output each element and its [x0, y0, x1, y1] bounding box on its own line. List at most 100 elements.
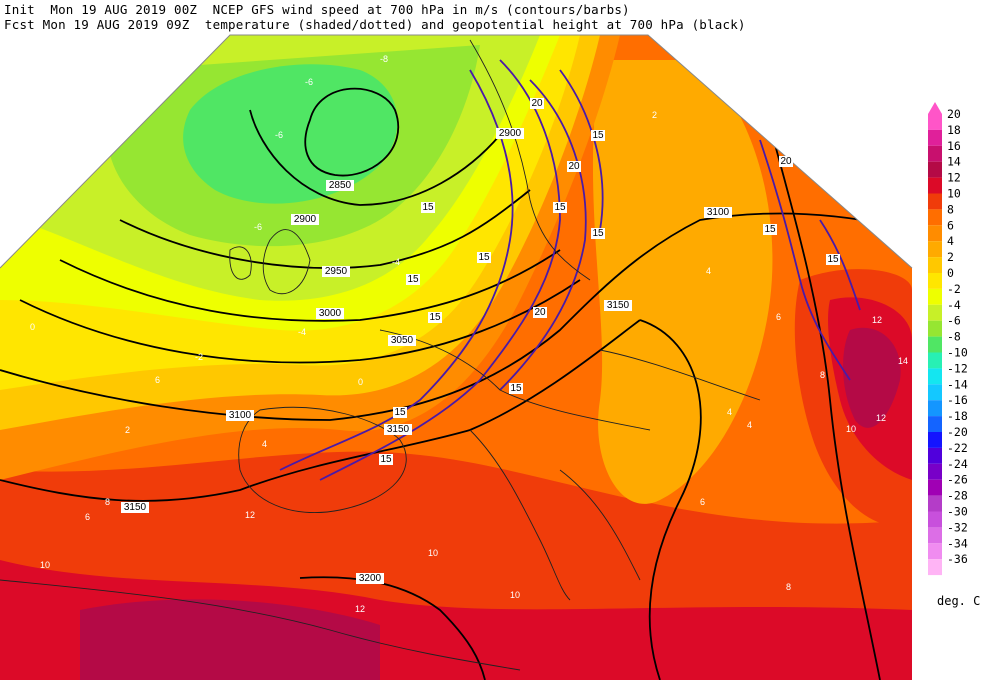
wind-contour-20-b [559, 69, 604, 231]
temp-label: 0 [358, 377, 363, 387]
height-label: 3200 [359, 573, 382, 584]
wind-label: 15 [592, 130, 604, 141]
colorbar-label: -6 [947, 314, 961, 328]
colorbar-box [928, 209, 942, 226]
colorbar-box [928, 495, 942, 512]
temp-label: 2 [652, 110, 657, 120]
temp-label: 14 [898, 356, 908, 366]
coast-north-africa [0, 579, 521, 671]
colorbar-box [928, 368, 942, 385]
temp-band-6 [592, 60, 773, 504]
temp-label: 12 [876, 413, 886, 423]
wind-label: 15 [407, 274, 419, 285]
coast-italy [469, 429, 571, 601]
colorbar-label: -24 [947, 457, 968, 471]
temp-label: 12 [872, 315, 882, 325]
temp-label: 0 [30, 322, 35, 332]
wind-label: 15 [592, 228, 604, 239]
temp-label: 6 [776, 312, 781, 322]
temp-label: 10 [40, 560, 50, 570]
colorbar-box [928, 432, 942, 448]
wind-label: 15 [429, 312, 441, 323]
colorbar-box [928, 288, 942, 305]
coastlines [0, 39, 761, 671]
weather-map: 2850 2900 2900 2950 3000 3050 3100 3100 … [0, 34, 913, 680]
height-contour-3150-far-east [759, 89, 881, 680]
colorbar-label: -12 [947, 361, 968, 375]
colorbar-box [928, 161, 942, 178]
colorbar-box [928, 479, 942, 496]
coast-britain [262, 229, 311, 295]
wind-label: 15 [827, 254, 839, 265]
border-central-europe [379, 329, 651, 431]
temp-label: 8 [105, 497, 110, 507]
height-label: 3100 [229, 410, 252, 421]
temp-label: -2 [195, 352, 203, 362]
temp-band-minus8 [183, 64, 398, 204]
colorbar-arrow-top [928, 102, 942, 114]
temp-label: -6 [275, 130, 283, 140]
colorbar-label: -18 [947, 409, 968, 423]
colorbar-box [928, 527, 942, 544]
colorbar-box [928, 257, 942, 273]
wind-label: 15 [394, 407, 406, 418]
wind-label: 15 [422, 202, 434, 213]
colorbar-box [928, 304, 942, 321]
temp-band-14-south [80, 599, 380, 680]
wind-label: 20 [568, 161, 580, 172]
height-contour-3150-east [639, 319, 702, 680]
wind-label: 15 [554, 202, 566, 213]
colorbar-label: -26 [947, 473, 968, 487]
coast-balkans [559, 469, 641, 581]
height-label: 3150 [607, 300, 630, 311]
colorbar-label: 20 [947, 107, 961, 121]
height-contour-2850 [304, 87, 400, 177]
temp-label: 6 [700, 497, 705, 507]
height-contour-3200 [299, 576, 486, 680]
temp-label: -8 [380, 54, 388, 64]
height-label: 2900 [294, 214, 317, 225]
colorbar-box [928, 177, 942, 194]
height-label: 2950 [325, 266, 348, 277]
temp-label: 2 [125, 425, 130, 435]
temp-band-14-east [843, 327, 901, 428]
temp-label: 4 [706, 266, 711, 276]
coast-ireland [229, 246, 252, 280]
height-contour-3050 [19, 279, 581, 364]
temp-label: 4 [747, 420, 752, 430]
temperature-label-layer: -6 -8 -6 -6 -4 -4 -2 0 0 2 4 6 6 8 10 10… [30, 54, 908, 614]
wind-contour-20-east [759, 139, 851, 381]
colorbar-box [928, 384, 942, 401]
colorbar-label: 14 [947, 155, 961, 169]
height-contour-3150 [0, 319, 641, 502]
temperature-colorbar: 20181614121086420-2-4-6-8-10-12-14-16-18… [928, 102, 968, 576]
height-label: 3150 [124, 502, 147, 513]
colorbar-label: 2 [947, 250, 954, 264]
colorbar-label: 18 [947, 123, 961, 137]
colorbar-label: 4 [947, 234, 954, 248]
colorbar-label: 16 [947, 139, 961, 153]
colorbar-label: 6 [947, 218, 954, 232]
colorbar-box [928, 320, 942, 337]
colorbar-label: 12 [947, 171, 961, 185]
temp-label: -4 [392, 257, 400, 267]
header-fcst-line: Fcst Mon 19 AUG 2019 09Z temperature (sh… [4, 17, 746, 32]
colorbar-label: -22 [947, 441, 968, 455]
colorbar-box [928, 225, 942, 242]
wind-label: 20 [780, 156, 792, 167]
header-init-line: Init Mon 19 AUG 2019 00Z NCEP GFS wind s… [4, 2, 630, 17]
temp-label: -4 [298, 327, 306, 337]
colorbar-label: 0 [947, 266, 954, 280]
colorbar-label: -32 [947, 520, 968, 534]
wind-label: 20 [534, 307, 546, 318]
wind-label: 15 [478, 252, 490, 263]
temp-label: 12 [355, 604, 365, 614]
colorbar-box [928, 559, 942, 576]
temp-label: 12 [245, 510, 255, 520]
wind-label-layer: 15 15 15 20 20 15 15 15 20 15 15 15 15 1… [379, 98, 840, 465]
colorbar-box [928, 145, 942, 162]
colorbar-box [928, 400, 942, 417]
colorbar-labels: 20181614121086420-2-4-6-8-10-12-14-16-18… [947, 107, 968, 566]
coast-iberia [238, 406, 407, 514]
temperature-field [0, 35, 912, 680]
